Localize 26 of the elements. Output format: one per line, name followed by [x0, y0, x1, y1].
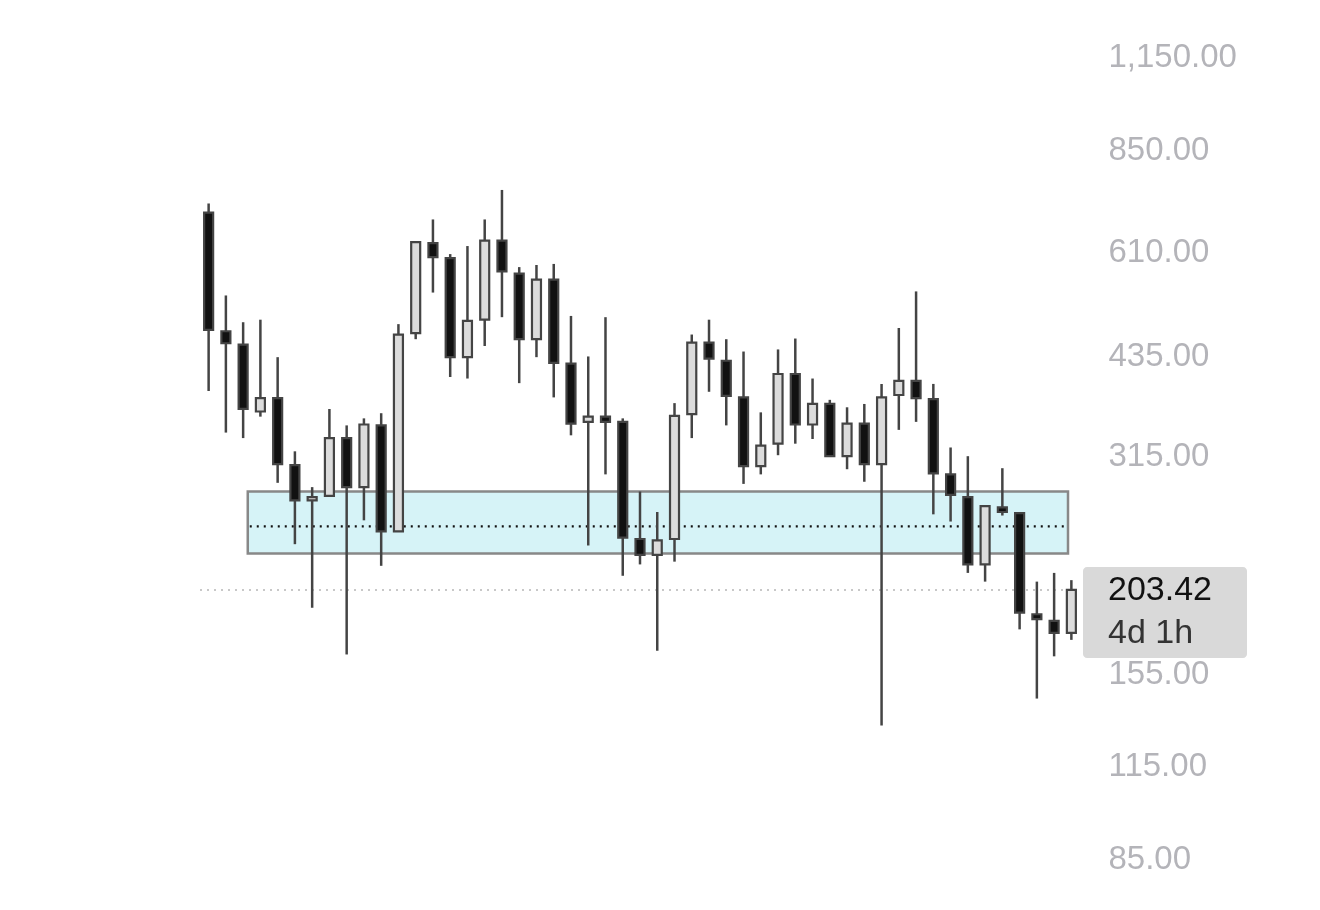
- y-tick-label: 85.00: [1108, 839, 1192, 877]
- y-tick-label: 610.00: [1108, 232, 1210, 270]
- candlestick: [427, 218, 439, 294]
- candlestick: [599, 315, 612, 476]
- candlestick: [254, 318, 266, 418]
- candlestick: [755, 411, 767, 476]
- y-tick-label: 435.00: [1108, 336, 1210, 374]
- candlestick: [944, 446, 957, 523]
- y-tick-label: 850.00: [1108, 129, 1210, 167]
- y-tick-label: 155.00: [1108, 654, 1210, 692]
- candlestick: [910, 290, 922, 424]
- candlestick: [806, 377, 819, 441]
- candlestick: [996, 466, 1008, 517]
- candlestick: [582, 355, 594, 547]
- y-tick-label: 315.00: [1108, 435, 1210, 473]
- candlestick: [1048, 571, 1060, 658]
- y-tick-label: 1,150.00: [1108, 36, 1237, 74]
- candlestick: [893, 326, 905, 432]
- candlestick: [220, 294, 232, 434]
- candlestick: [703, 318, 715, 394]
- text: 4d 1h: [1108, 611, 1194, 650]
- ref-line-label: 203.42: [1108, 568, 1212, 607]
- candlestick: [306, 485, 318, 610]
- candlestick: [1031, 580, 1043, 700]
- candlestick: [651, 510, 663, 652]
- y-tick-label: 115.00: [1108, 746, 1207, 784]
